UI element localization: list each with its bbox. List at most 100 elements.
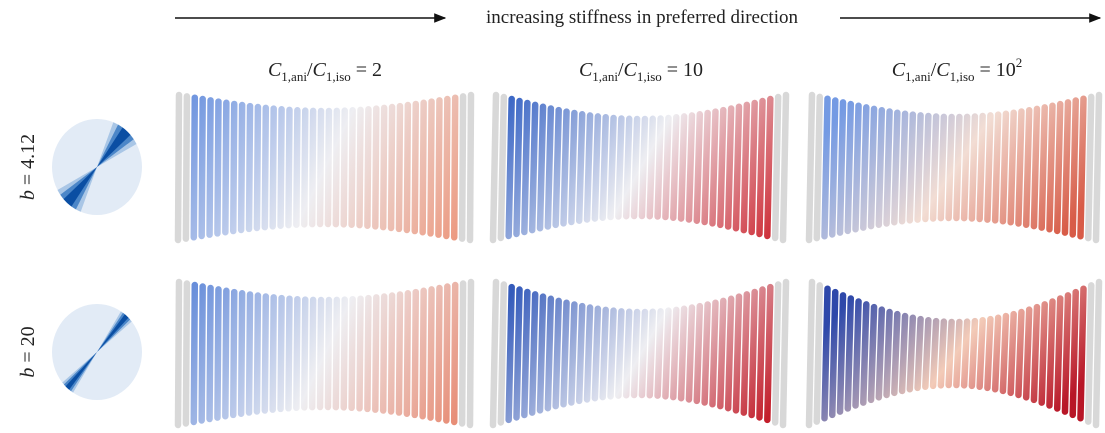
fiber [332, 107, 341, 228]
fiber [497, 281, 508, 426]
fiber [693, 302, 704, 405]
fiber [898, 110, 909, 225]
fiber [575, 111, 586, 224]
fiber [991, 314, 1002, 393]
fiber [583, 112, 594, 223]
fiber [403, 101, 412, 234]
fiber [419, 99, 427, 236]
fiber [536, 293, 547, 414]
fiber [945, 318, 955, 389]
fiber [591, 305, 602, 402]
fiber [654, 308, 664, 399]
fiber [615, 308, 625, 399]
fiber [1022, 306, 1033, 401]
fiber [214, 286, 222, 421]
fiber-wedge [63, 167, 97, 207]
fiber [285, 295, 293, 412]
fiber [356, 295, 364, 412]
fiber [724, 295, 735, 412]
fiber [852, 102, 862, 233]
fiber [521, 288, 531, 419]
header-part: 1,iso [950, 69, 975, 84]
fiber [513, 286, 523, 421]
fiber [1015, 108, 1025, 227]
fiber [505, 95, 515, 240]
fiber [1069, 97, 1079, 238]
header-part: 2 [1016, 55, 1023, 70]
row-label-part: b [17, 368, 39, 378]
fiber [701, 301, 711, 406]
fiber [1077, 285, 1087, 422]
header-part: C [892, 59, 906, 81]
fiber [458, 280, 467, 427]
fiber [206, 284, 214, 423]
fiber [891, 109, 901, 226]
column-header: C1,ani/C1,iso = 102 [892, 55, 1023, 84]
header-part: = 10 [662, 59, 703, 81]
fiber [860, 104, 870, 231]
fiber [630, 308, 641, 399]
fiber-wedge [97, 314, 129, 352]
fiber [348, 107, 356, 228]
fiber [372, 105, 380, 230]
fiber [670, 306, 680, 401]
fiber [1046, 102, 1056, 233]
fiber [387, 292, 396, 415]
fiber [575, 302, 586, 405]
labels: C1,ani/C1,iso = 2 C1,ani/C1,iso = 10 C1,an… [17, 55, 1022, 400]
fiber [521, 99, 531, 236]
fiber [1046, 298, 1056, 409]
fiber [356, 106, 364, 229]
fiber [229, 100, 238, 235]
fiber [277, 294, 285, 413]
fiber [875, 306, 886, 401]
fiber [411, 100, 420, 235]
row-label-part: = 4.12 [17, 134, 39, 190]
fiber [638, 115, 649, 220]
header-part: C [624, 59, 638, 81]
fiber [528, 101, 539, 234]
fiber [607, 114, 617, 221]
fiber [174, 91, 183, 244]
header-part: C [936, 59, 950, 81]
fiber [1053, 295, 1064, 412]
fiber [813, 282, 824, 425]
header-part: / [307, 59, 313, 81]
fiber [1061, 292, 1072, 415]
fiber [1015, 308, 1025, 399]
fiber [182, 93, 191, 242]
fiber [860, 301, 870, 406]
fiber [976, 112, 986, 223]
fiber [419, 287, 427, 420]
fiber [779, 278, 790, 429]
fiber [756, 97, 766, 238]
fiber [364, 106, 372, 229]
fiber [560, 299, 570, 408]
fiber [237, 101, 246, 234]
fiber [253, 103, 262, 232]
fiber [960, 318, 971, 389]
fiber [285, 106, 293, 229]
fiber [1030, 105, 1041, 230]
row-label: b = 4.12 [17, 134, 39, 200]
fiber [764, 95, 774, 240]
fiber [206, 97, 214, 238]
fiber [245, 291, 254, 416]
fiber [999, 110, 1010, 225]
fiber [293, 107, 301, 228]
fiber [379, 293, 388, 414]
fiber [229, 288, 238, 419]
fiber [190, 281, 199, 426]
fiber [489, 278, 500, 429]
fiber [717, 297, 727, 410]
fiber [552, 106, 562, 229]
fiber [693, 111, 704, 224]
fiber [1069, 288, 1079, 419]
row-label-part: = 20 [17, 326, 39, 367]
panels [174, 91, 1103, 429]
row-label: b = 20 [17, 326, 39, 377]
fiber [450, 281, 459, 426]
fiber [261, 293, 270, 414]
fiber [805, 278, 816, 429]
fiber [245, 102, 254, 233]
